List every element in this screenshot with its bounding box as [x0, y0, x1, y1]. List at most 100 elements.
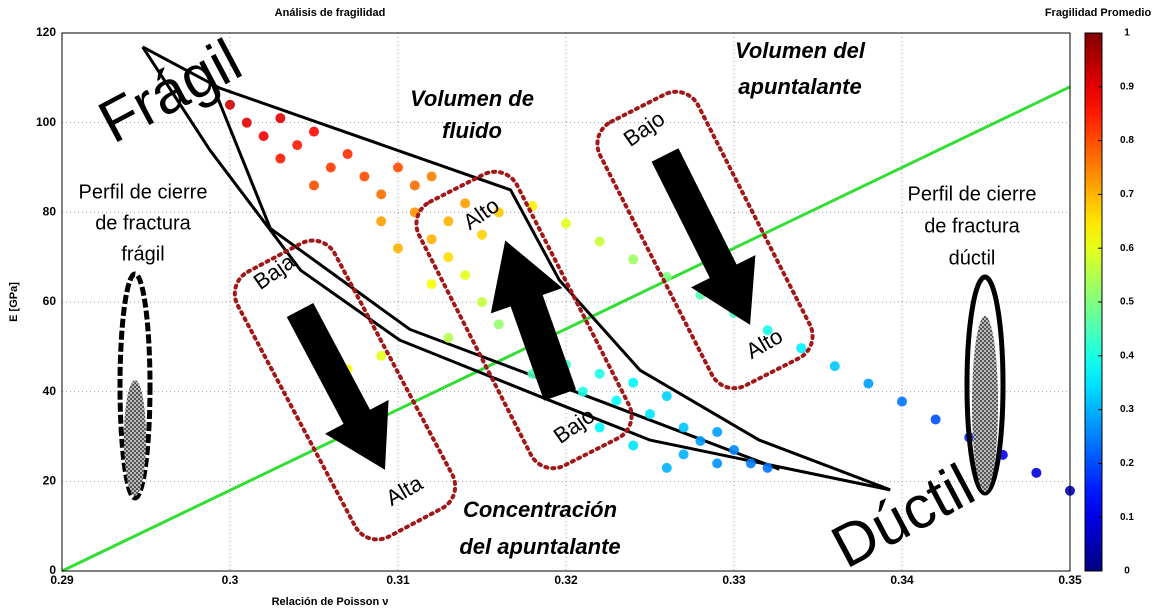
dashed-box [414, 169, 634, 471]
annotation: de fractura [924, 215, 1020, 237]
point [762, 462, 773, 473]
y-tick-label: 80 [43, 205, 57, 219]
colorbar-tick-label: 0.2 [1120, 458, 1134, 469]
dashed-box [232, 238, 458, 542]
curve [141, 45, 891, 492]
point [393, 243, 403, 254]
point [477, 297, 487, 307]
point [292, 140, 303, 151]
plot-frame [61, 32, 1071, 572]
point [661, 391, 672, 402]
point [342, 149, 353, 160]
point [460, 270, 471, 281]
y-axis-label: E [GPa] [8, 282, 20, 322]
point [628, 377, 639, 388]
colorbar-tick-label: 0.9 [1120, 81, 1134, 92]
point [594, 422, 605, 433]
annotation: del apuntalante [459, 534, 620, 559]
x-tick-label: 0.34 [890, 573, 914, 587]
point [460, 198, 471, 209]
colorbar-tick-label: 0.7 [1120, 189, 1134, 200]
annotation: Dúctil [821, 451, 985, 581]
fracture-profile [964, 274, 1006, 496]
colorbar-tick-label: 0.6 [1120, 243, 1134, 254]
x-tick-label: 0.35 [1058, 573, 1082, 587]
point [275, 113, 286, 124]
curve [208, 77, 780, 471]
point [628, 254, 639, 265]
x-axis-label: Relación de Poisson ν [272, 596, 389, 608]
arrow [490, 240, 577, 401]
point [426, 234, 437, 245]
point [376, 216, 387, 227]
point [712, 458, 723, 469]
annotation: frágil [121, 243, 164, 265]
point [325, 162, 336, 173]
point [661, 462, 672, 473]
arrow [651, 148, 756, 325]
point [577, 386, 588, 397]
colorbar-tick-label: 1 [1124, 28, 1130, 39]
point [309, 126, 319, 137]
fracture-profile [117, 271, 153, 501]
annotation: Volumen del [735, 38, 866, 63]
annotation: Frágil [88, 26, 252, 156]
point [376, 350, 387, 361]
y-tick-label: 60 [43, 294, 57, 308]
point [258, 131, 269, 142]
point [897, 396, 907, 407]
point [309, 180, 319, 191]
annotation: de fractura [95, 212, 191, 234]
fracture-fill [124, 380, 146, 496]
point [930, 414, 941, 425]
colorbar-tick-label: 0.3 [1120, 404, 1134, 415]
point [241, 117, 252, 128]
x-tick-label: 0.32 [554, 573, 578, 587]
point [426, 171, 437, 182]
point [443, 216, 454, 227]
point [443, 332, 454, 343]
point [477, 229, 487, 240]
dashed-box [595, 89, 815, 391]
curve [61, 85, 1071, 573]
point [645, 409, 655, 420]
point [376, 189, 387, 200]
point [359, 171, 370, 182]
colorbar-title: Fragilidad Promedio [1045, 7, 1152, 19]
point [393, 162, 403, 173]
point [594, 236, 605, 247]
point [493, 207, 504, 218]
annotation: Alto [741, 323, 786, 364]
point [678, 422, 689, 433]
annotation: fluido [442, 118, 502, 143]
points [225, 99, 1075, 496]
y-tick-label: 0 [49, 563, 56, 577]
colorbar: 0 0.1 0.2 0.3 0.4 0.5 0.6 0.7 0.8 0.9 1 [1084, 28, 1134, 577]
point [409, 180, 420, 191]
point [275, 153, 286, 164]
annotation: Bajo [619, 106, 669, 152]
annotation: Perfil de cierre [79, 181, 208, 203]
point [594, 368, 605, 379]
chart-title: Análisis de fragilidad [275, 7, 386, 19]
point [628, 440, 639, 451]
point [729, 444, 739, 455]
fracture-fill [972, 316, 998, 492]
annotation: dúctil [949, 247, 996, 269]
point [695, 435, 706, 446]
point [493, 319, 504, 330]
y-tick-label: 100 [36, 115, 56, 129]
point [443, 252, 454, 263]
point [796, 343, 807, 354]
annotation: Baja [249, 248, 300, 294]
point [561, 218, 571, 229]
y-tick-label: 120 [36, 25, 56, 39]
point [712, 427, 723, 438]
annotation: Bajo [549, 403, 599, 449]
colorbar-tick-label: 0.8 [1120, 135, 1134, 146]
point [426, 279, 437, 290]
colorbar-tick-label: 0.1 [1120, 512, 1134, 523]
colorbar-tick-label: 0.4 [1120, 350, 1134, 361]
point [611, 395, 622, 406]
